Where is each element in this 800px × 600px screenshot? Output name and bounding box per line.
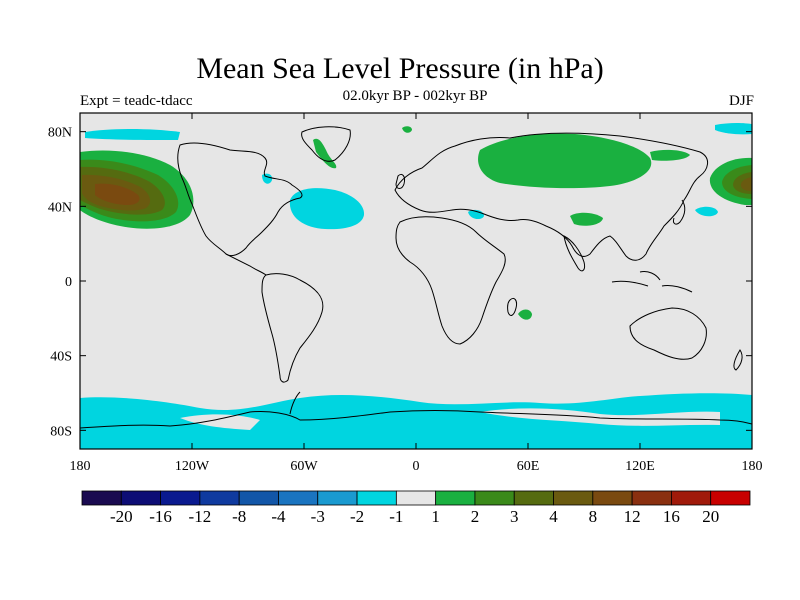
greenland-coast (301, 126, 351, 162)
atlantic-negative-cell (289, 188, 365, 230)
colorbar-swatch (513, 490, 554, 506)
lon-tick-label: 60W (290, 459, 318, 474)
lat-tick-label: 0 (65, 275, 72, 290)
colorbar-swatch (435, 490, 476, 506)
colorbar-label: 3 (510, 507, 519, 526)
siberia-positive-tail (650, 149, 690, 161)
colorbar-swatch (710, 490, 751, 506)
japan-coast (673, 199, 686, 225)
lon-tick-label: 180 (742, 459, 763, 474)
colorbar-label: 2 (471, 507, 480, 526)
eurasia-coast (394, 132, 708, 261)
southern-ocean-negative-band (80, 393, 752, 449)
map-subtitle: 02.0kyr BP - 002kyr BP (342, 88, 488, 104)
siberia-positive-cell (478, 133, 652, 189)
colorbar-swatch (160, 490, 201, 506)
colorbar-swatch (317, 490, 358, 506)
colorbar-label: -3 (311, 507, 325, 526)
lat-tick-label: 80S (50, 424, 72, 439)
central-asia-positive (570, 212, 603, 226)
colorbar-label: 16 (663, 507, 680, 526)
arctic-negative-east (715, 123, 752, 135)
colorbar-swatch (199, 490, 240, 506)
central-america-coast (225, 253, 267, 276)
lat-tick-label: 40S (50, 350, 72, 365)
colorbar-swatch (395, 490, 437, 506)
lat-tick-label: 80N (48, 126, 72, 141)
india-coast (563, 235, 585, 272)
colorbar-label: -8 (232, 507, 246, 526)
axis-ticks: 180 120W 60W 0 60E 120E 180 80N 40N 0 40S 80S (48, 113, 763, 474)
arctic-positive-spot (402, 126, 412, 133)
britain-coast (395, 173, 405, 189)
lon-tick-label: 120E (625, 459, 655, 474)
colorbar-label: 1 (431, 507, 440, 526)
colorbar-swatch (474, 490, 515, 506)
colorbar-swatch (631, 490, 672, 506)
colorbar-label: 20 (702, 507, 719, 526)
indonesia-coast (611, 271, 693, 293)
colorbar-label: -12 (189, 507, 212, 526)
colorbar-swatch (592, 490, 633, 506)
colorbar-label: -20 (110, 507, 133, 526)
colorbar-swatch (356, 490, 397, 506)
antarctic-peninsula-coast (289, 391, 301, 415)
new-zealand-coast (733, 349, 743, 371)
colorbar-label: 12 (624, 507, 641, 526)
colorbar-label: 4 (549, 507, 558, 526)
lon-tick-label: 180 (70, 459, 91, 474)
lon-tick-label: 60E (517, 459, 540, 474)
colorbar-swatch (553, 490, 594, 506)
small-negative-pacific (695, 206, 718, 217)
colorbar-swatch (671, 490, 712, 506)
colorbar-label: 8 (589, 507, 598, 526)
dateline-positive-level4 (740, 177, 752, 191)
map-title: Mean Sea Level Pressure (in hPa) (196, 52, 604, 85)
australia-coast (629, 307, 707, 360)
lat-tick-label: 40N (48, 200, 72, 215)
south-america-coast (261, 273, 324, 383)
coastlines (80, 126, 752, 429)
arctic-negative-west (85, 129, 180, 140)
africa-coast (395, 216, 506, 345)
colorbar-label: -16 (149, 507, 172, 526)
madagascar-positive (518, 309, 532, 320)
north-america-coast (177, 142, 303, 257)
colorbar-swatch (238, 490, 279, 506)
colorbar-swatch (120, 490, 161, 506)
contour-fills (80, 123, 752, 449)
antarctic-gray-gap-2 (180, 414, 260, 430)
antarctic-gray-gap (480, 408, 720, 426)
colorbar-swatch (278, 490, 319, 506)
colorbar: -20 -16 -12 -8 -4 -3 -2 -1 1 2 3 4 8 12 16 20 (81, 490, 751, 526)
colorbar-swatch (81, 490, 122, 506)
lon-tick-label: 120W (175, 459, 210, 474)
antarctica-coast (80, 410, 752, 429)
experiment-label: Expt = teadc-tdacc (80, 93, 193, 109)
colorbar-label: -1 (389, 507, 403, 526)
pacific-positive-level5 (95, 183, 140, 205)
madagascar-coast (507, 297, 517, 316)
colorbar-label: -4 (271, 507, 286, 526)
lon-tick-label: 0 (413, 459, 420, 474)
colorbar-label: -2 (350, 507, 364, 526)
season-label: DJF (728, 93, 754, 109)
